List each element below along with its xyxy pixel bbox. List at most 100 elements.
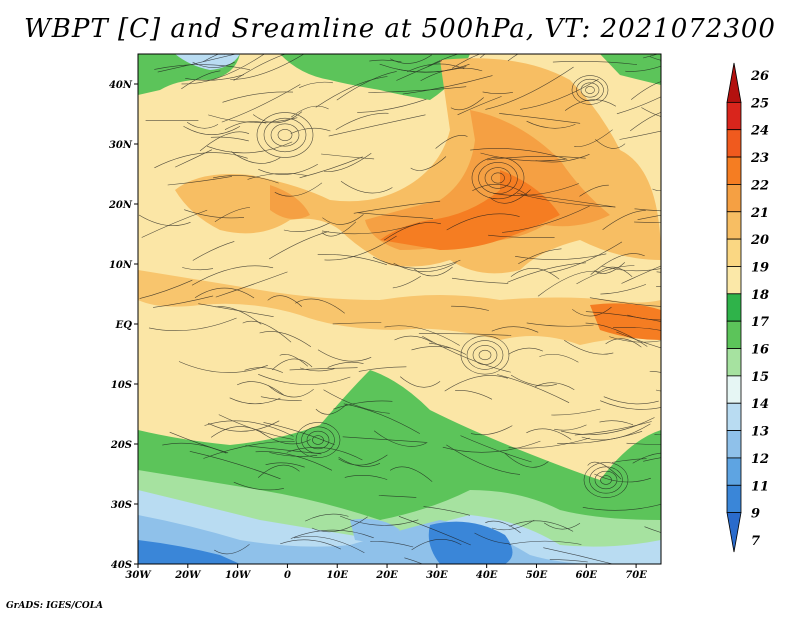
streamline: [210, 136, 249, 142]
streamline: [192, 61, 235, 68]
streamline: [191, 265, 274, 286]
streamline: [455, 390, 493, 400]
streamline: [321, 222, 421, 235]
streamline: [579, 184, 609, 197]
streamline: [605, 338, 642, 348]
streamline-vortex: [466, 340, 504, 370]
y-tick-label: 30S: [111, 500, 132, 511]
streamline: [422, 336, 511, 373]
colorbar-swatch: [726, 293, 742, 322]
streamline: [520, 194, 616, 208]
streamline: [202, 54, 220, 63]
colorbar-label: 16: [751, 343, 769, 358]
streamline: [333, 400, 393, 410]
streamline: [574, 129, 613, 148]
streamline: [332, 322, 382, 325]
streamline: [499, 113, 581, 124]
streamline: [508, 347, 544, 355]
streamline-vortex: [312, 435, 324, 445]
streamline: [289, 367, 358, 371]
streamline: [327, 361, 364, 368]
streamline: [279, 353, 309, 367]
x-tick-label: 0: [284, 570, 291, 581]
streamline: [230, 54, 305, 80]
streamline: [148, 317, 237, 331]
streamline: [603, 396, 659, 405]
streamline: [492, 183, 579, 196]
streamline: [255, 451, 333, 471]
streamline: [626, 442, 661, 445]
streamline: [526, 428, 572, 440]
streamline: [517, 193, 616, 208]
streamline: [267, 295, 303, 307]
streamline: [299, 367, 335, 372]
streamline: [526, 120, 576, 129]
y-tick-label: 40S: [111, 560, 132, 571]
streamline-vortex: [460, 335, 510, 375]
streamline: [576, 265, 635, 285]
streamline: [215, 271, 288, 298]
colorbar-swatch: [726, 266, 742, 295]
streamline: [311, 516, 368, 533]
streamline: [378, 495, 417, 498]
streamline: [599, 420, 634, 426]
streamline: [460, 435, 532, 463]
colorbar-swatch: [726, 129, 742, 158]
streamline: [616, 331, 661, 349]
streamline: [549, 559, 588, 563]
streamline: [442, 440, 541, 453]
streamline: [589, 297, 661, 307]
streamline: [561, 417, 655, 435]
streamline-vortex: [471, 156, 525, 200]
x-tick-label: 20E: [375, 570, 398, 581]
streamline: [305, 513, 349, 522]
streamline: [643, 457, 661, 462]
streamline: [214, 544, 250, 555]
streamline: [627, 314, 661, 321]
colorbar-swatch: [726, 320, 742, 349]
streamline: [644, 526, 661, 533]
streamline: [485, 66, 574, 110]
streamline: [233, 54, 287, 81]
streamline: [321, 153, 375, 160]
streamline: [552, 61, 637, 65]
streamline: [509, 520, 574, 532]
colorbar-label: 9: [751, 507, 760, 522]
streamline: [649, 56, 661, 61]
streamline: [600, 400, 661, 410]
streamline: [582, 503, 661, 511]
streamline: [491, 519, 535, 531]
streamline: [446, 213, 520, 231]
colorbar-label: 13: [751, 425, 769, 440]
colorbar-swatch: [726, 430, 742, 459]
streamline: [480, 152, 566, 162]
streamline: [322, 214, 364, 225]
streamline: [470, 425, 513, 436]
streamline: [315, 403, 348, 415]
streamline: [295, 298, 345, 314]
streamline: [233, 481, 284, 491]
streamline: [208, 114, 298, 123]
streamline: [167, 176, 232, 186]
streamline: [497, 374, 570, 403]
streamline: [392, 276, 421, 289]
streamline: [383, 222, 441, 241]
streamline: [613, 327, 661, 331]
streamline: [398, 516, 471, 546]
x-tick-label: 50E: [526, 570, 548, 581]
colorbar-label: 26: [750, 69, 769, 84]
streamline: [280, 539, 342, 550]
streamline: [212, 175, 279, 184]
streamline: [291, 105, 329, 118]
streamline: [564, 99, 617, 111]
streamline: [139, 279, 193, 299]
streamline: [317, 349, 372, 362]
colorbar-swatch: [726, 211, 742, 240]
streamline: [418, 333, 512, 336]
streamline: [594, 473, 651, 483]
streamline: [585, 322, 648, 347]
streamline-vortex: [295, 422, 341, 458]
streamline-vortex: [571, 75, 609, 105]
streamline: [357, 98, 427, 113]
x-tick-label: 30W: [125, 570, 152, 581]
